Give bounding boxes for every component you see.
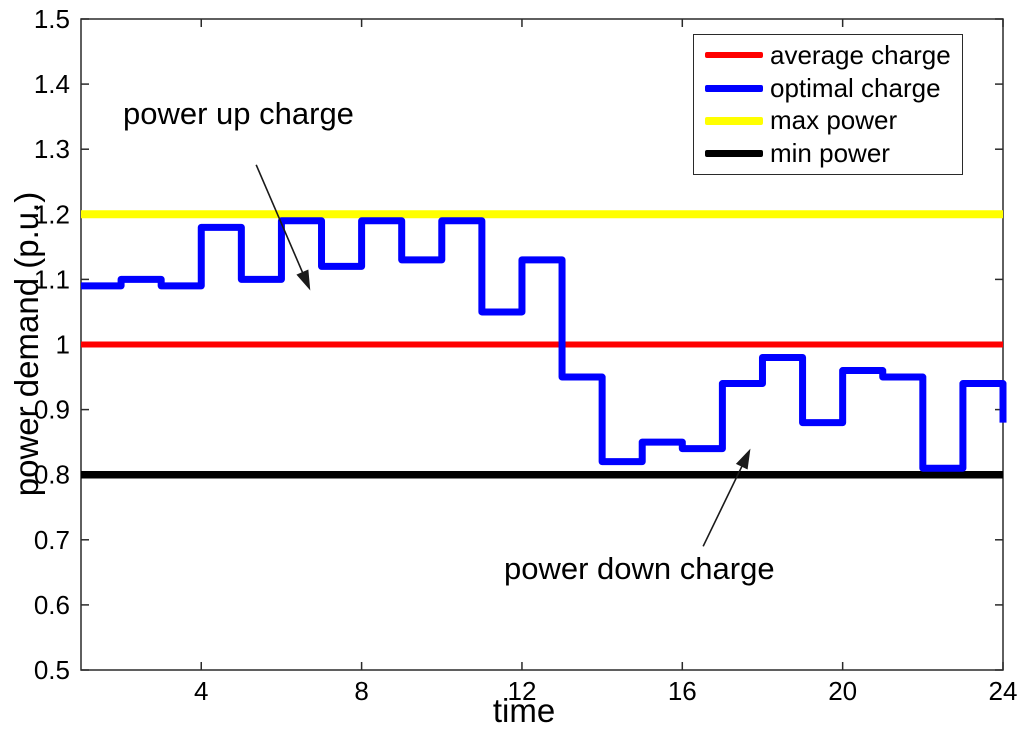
y-tick-label: 1 xyxy=(56,330,70,360)
y-tick-label: 1.1 xyxy=(34,264,70,294)
legend-swatch-optimal-charge xyxy=(705,84,763,92)
x-tick-label: 24 xyxy=(989,676,1018,706)
legend-item-max-power: max power xyxy=(694,105,962,136)
annotation-arrow-line xyxy=(255,164,305,277)
legend-label-max-power: max power xyxy=(770,105,898,136)
annotation-arrow-head xyxy=(296,269,311,291)
legend: average charge optimal charge max power … xyxy=(693,34,963,175)
x-tick-label: 8 xyxy=(354,676,368,706)
legend-label-optimal-charge: optimal charge xyxy=(770,72,941,103)
series-line-optimal-charge xyxy=(81,217,1007,472)
y-tick-label: 1.2 xyxy=(34,199,70,229)
y-tick-label: 0.6 xyxy=(34,590,70,620)
legend-swatch-max-power xyxy=(705,116,763,125)
y-tick-label: 1.5 xyxy=(34,4,70,34)
y-axis-label: power demand (p.u.) xyxy=(8,191,45,497)
x-axis-label: time xyxy=(492,692,556,729)
legend-item-min-power: min power xyxy=(694,138,962,169)
y-tick-label: 1.3 xyxy=(34,134,70,164)
legend-item-average-charge: average charge xyxy=(694,40,962,70)
annotation-power-up-charge: power up charge xyxy=(123,96,354,131)
y-tick-label: 0.8 xyxy=(34,460,70,490)
legend-swatch-min-power xyxy=(705,150,763,158)
x-tick-label: 12 xyxy=(507,676,536,706)
y-tick-label: 0.7 xyxy=(34,525,70,555)
legend-label-average-charge: average charge xyxy=(770,39,951,70)
annotation-arrow-head xyxy=(735,448,751,470)
legend-swatch-average-charge xyxy=(705,52,763,59)
x-tick-label: 16 xyxy=(668,676,697,706)
annotation-arrow-line xyxy=(702,462,745,547)
y-tick-label: 0.9 xyxy=(34,395,70,425)
y-tick-label: 0.5 xyxy=(34,655,70,685)
legend-label-min-power: min power xyxy=(770,138,890,169)
annotation-power-down-charge: power down charge xyxy=(504,551,775,586)
legend-item-optimal-charge: optimal charge xyxy=(694,73,962,103)
y-tick-label: 1.4 xyxy=(34,69,70,99)
x-tick-label: 20 xyxy=(828,676,857,706)
x-tick-label: 4 xyxy=(194,676,208,706)
